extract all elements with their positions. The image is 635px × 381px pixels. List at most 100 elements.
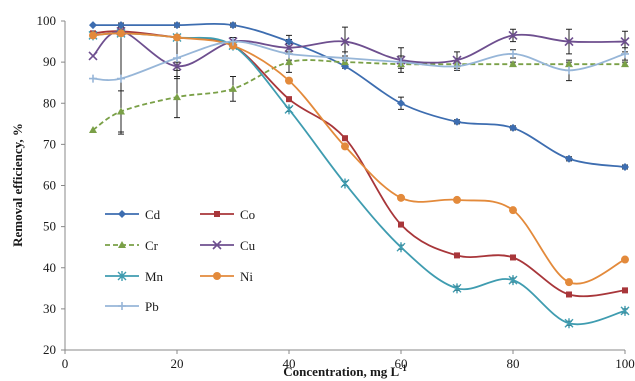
y-tick-label: 70	[43, 136, 56, 151]
data-point-pb	[229, 37, 237, 46]
data-point-pb	[285, 49, 293, 58]
legend-label-pb: Pb	[145, 299, 159, 314]
data-point-co	[398, 221, 404, 228]
data-point-cd	[621, 162, 629, 171]
data-point-cd	[229, 21, 237, 30]
data-point-ni	[173, 33, 181, 42]
data-point-pb	[341, 54, 349, 63]
data-point-cu	[564, 36, 574, 47]
data-point-cd	[173, 21, 181, 30]
data-point-ni	[397, 193, 405, 202]
data-point-ni	[285, 76, 293, 85]
x-axis-title-main: Concentration, mg L	[283, 364, 399, 379]
data-point-cr	[565, 60, 573, 68]
legend-marker-pb	[118, 302, 126, 310]
y-tick-label: 20	[43, 342, 56, 357]
data-point-cd	[117, 21, 125, 30]
y-tick-label: 40	[43, 260, 56, 275]
data-point-ni	[89, 31, 97, 40]
data-point-pb	[173, 54, 181, 63]
legend-marker-mn	[117, 271, 127, 281]
data-point-cu	[284, 43, 294, 53]
legend-marker-cu	[212, 240, 222, 250]
data-point-mn	[340, 178, 350, 189]
data-point-pb	[117, 74, 125, 83]
legend-marker-cd	[118, 210, 126, 218]
data-point-ni	[453, 195, 461, 204]
x-tick-label: 100	[615, 356, 635, 371]
data-point-mn	[620, 305, 630, 316]
data-point-mn	[564, 318, 574, 329]
y-tick-label: 60	[43, 178, 56, 193]
data-point-cr	[89, 125, 97, 133]
data-point-cr	[621, 60, 629, 68]
tick-labels: 20 30 40 50 60 70 80 90 100 0 20 40 60 80 100	[37, 13, 635, 371]
data-point-cu	[508, 30, 518, 40]
legend-label-co: Co	[240, 207, 255, 222]
y-tick-label: 100	[37, 13, 57, 28]
data-point-co	[454, 252, 460, 259]
data-point-cu	[340, 36, 350, 47]
axes	[61, 20, 626, 354]
y-tick-label: 50	[43, 219, 56, 234]
data-point-cr	[117, 107, 125, 115]
x-axis-title: Concentration, mg L-1	[283, 363, 407, 379]
y-tick-label: 30	[43, 301, 56, 316]
data-point-cd	[565, 154, 573, 163]
data-point-cr	[509, 60, 517, 68]
data-point-ni	[341, 142, 349, 151]
error-bars	[118, 22, 628, 326]
data-point-ni	[509, 206, 517, 215]
data-point-cr	[285, 58, 293, 66]
legend-marker-ni	[213, 272, 221, 280]
y-tick-label: 80	[43, 95, 56, 110]
data-point-cr	[229, 84, 237, 92]
x-tick-label: 0	[62, 356, 69, 371]
data-point-co	[566, 291, 572, 298]
series-line-cr	[92, 59, 625, 131]
x-axis-title-superscript: -1	[399, 363, 407, 373]
data-point-cd	[89, 21, 97, 30]
data-point-cu	[620, 36, 630, 47]
legend-label-mn: Mn	[145, 269, 164, 284]
y-tick-label: 90	[43, 54, 56, 69]
legend-label-cu: Cu	[240, 238, 256, 253]
data-point-cd	[285, 37, 293, 46]
data-point-cu	[452, 55, 462, 65]
data-point-cd	[453, 117, 461, 126]
x-tick-label: 60	[395, 356, 408, 371]
legend-label-ni: Ni	[240, 269, 253, 284]
data-point-mn	[452, 283, 462, 294]
data-point-cd	[509, 123, 517, 132]
data-point-pb	[621, 49, 629, 58]
y-axis-title: Removal efficiency, %	[10, 123, 25, 247]
data-point-mn	[396, 242, 406, 253]
data-point-pb	[565, 66, 573, 75]
legend-label-cd: Cd	[145, 207, 161, 222]
data-point-mn	[508, 275, 518, 286]
data-point-co	[286, 96, 292, 103]
legend-marker-cr	[118, 241, 126, 248]
data-point-ni	[565, 278, 573, 287]
data-point-pb	[89, 74, 97, 83]
data-markers	[88, 21, 630, 329]
legend: Cd Co Cr Cu Mn Ni Pb	[105, 207, 256, 314]
x-tick-label: 80	[507, 356, 520, 371]
data-point-pb	[397, 58, 405, 67]
data-point-mn	[284, 104, 294, 115]
data-point-cd	[397, 99, 405, 108]
data-point-cu	[88, 51, 98, 61]
data-point-co	[510, 254, 516, 261]
x-tick-label: 40	[283, 356, 296, 371]
data-point-cu	[172, 61, 182, 71]
data-point-ni	[117, 29, 125, 38]
data-point-pb	[509, 49, 517, 58]
x-tick-label: 20	[171, 356, 184, 371]
data-point-co	[622, 287, 628, 294]
data-point-ni	[621, 255, 629, 264]
data-point-co	[342, 135, 348, 142]
data-point-cr	[173, 93, 181, 101]
legend-label-cr: Cr	[145, 238, 159, 253]
